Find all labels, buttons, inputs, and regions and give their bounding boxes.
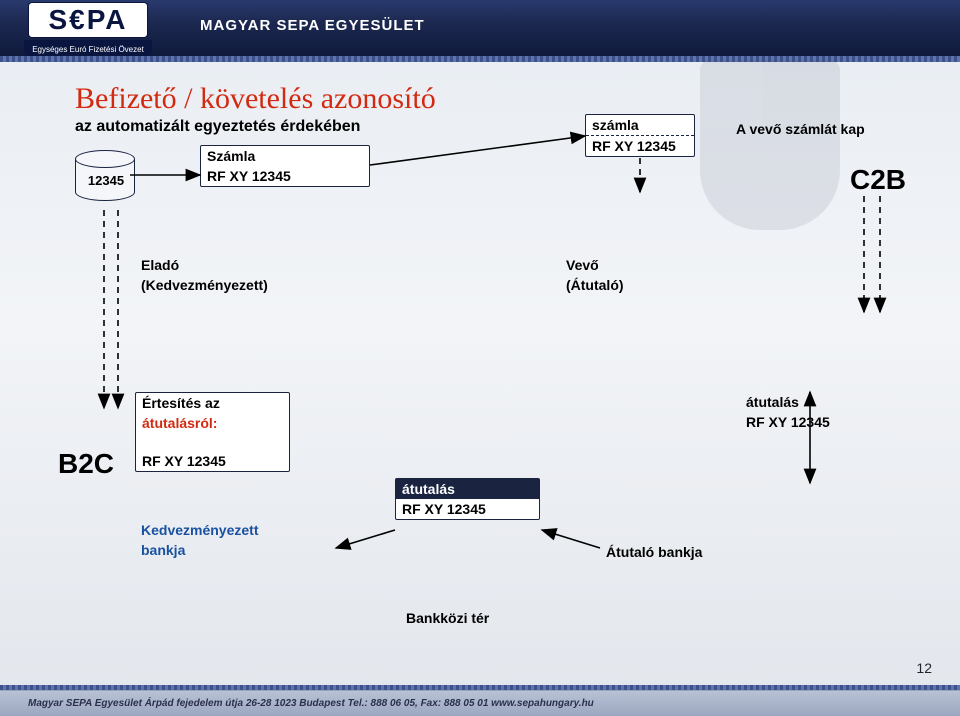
footer-text: Magyar SEPA Egyesület Árpád fejedelem út…	[28, 698, 594, 709]
receives-node: A vevő számlát kap	[730, 119, 910, 139]
bene_bank-node: Kedvezményezettbankja	[135, 520, 325, 560]
invoice_sent-node: számlaRF XY 12345	[585, 114, 695, 157]
b2c-label: B2C	[58, 448, 114, 480]
transfer_right-node: átutalásRF XY 12345	[740, 392, 880, 432]
payer_bank-node: Átutaló bankja	[600, 542, 760, 562]
notify-node: Értesítés azátutalásról:RF XY 12345	[135, 392, 290, 472]
coat-of-arms-watermark	[700, 60, 840, 230]
org-name: MAGYAR SEPA EGYESÜLET	[200, 17, 425, 34]
seller-node: Eladó(Kedvezményezett)	[135, 255, 355, 295]
sepa-logo: S€PA Egységes Euró Fizetési Övezet	[28, 2, 168, 62]
slide: S€PA Egységes Euró Fizetési Övezet MAGYA…	[0, 0, 960, 716]
header-bar: S€PA Egységes Euró Fizetési Övezet MAGYA…	[0, 0, 960, 56]
interbank-node: Bankközi tér	[400, 608, 550, 628]
logo-text: S€PA	[28, 2, 148, 38]
invoice-node: SzámlaRF XY 12345	[200, 145, 370, 187]
page-subtitle: az automatizált egyeztetés érdekében	[75, 118, 360, 136]
page-number: 12	[916, 660, 932, 676]
page-title: Befizető / követelés azonosító	[75, 82, 436, 116]
c2b-label: C2B	[850, 164, 906, 196]
transfer_mid-node: átutalásRF XY 12345	[395, 478, 540, 520]
footer-bar: Magyar SEPA Egyesület Árpád fejedelem út…	[0, 690, 960, 716]
buyer-node: Vevő(Átutaló)	[560, 255, 700, 295]
